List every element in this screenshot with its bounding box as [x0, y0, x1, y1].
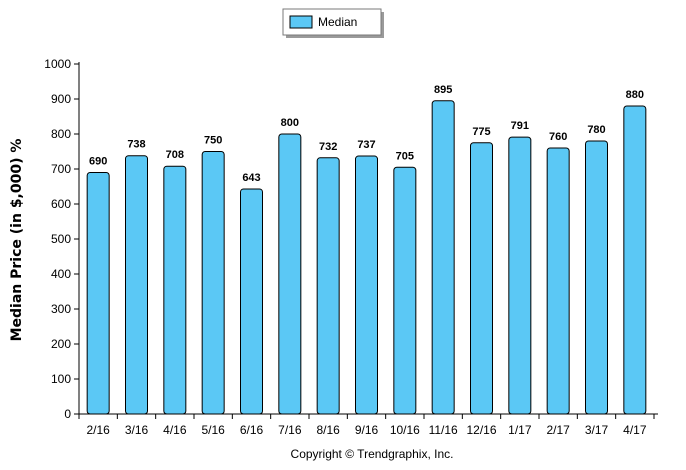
bar: [240, 188, 263, 415]
bar: [278, 133, 302, 415]
bar: [201, 151, 225, 415]
x-tick-label: 4/16: [163, 423, 187, 437]
x-tick-label: 10/16: [390, 423, 420, 437]
data-label: 791: [511, 120, 529, 132]
y-tick-label: 400: [51, 267, 71, 281]
x-tick-label: 8/16: [316, 423, 340, 437]
y-tick-label: 800: [51, 127, 71, 141]
y-tick-label: 0: [64, 407, 71, 421]
x-tick-label: 5/16: [201, 423, 225, 437]
legend: Median: [282, 8, 384, 38]
y-tick-label: 200: [51, 337, 71, 351]
bar: [508, 136, 532, 415]
x-tick-label: 12/16: [466, 423, 496, 437]
data-label: 690: [89, 156, 107, 168]
bar: [86, 172, 110, 415]
bar: [431, 100, 455, 415]
bar: [623, 105, 647, 415]
data-label: 750: [204, 135, 222, 147]
y-tick-label: 300: [51, 302, 71, 316]
y-tick-label: 900: [51, 92, 71, 106]
x-tick-label: 6/16: [240, 423, 264, 437]
data-label: 880: [626, 89, 644, 101]
data-label: 800: [281, 117, 299, 129]
data-label: 895: [434, 84, 452, 96]
data-label: 643: [242, 172, 260, 184]
y-axis-title: Median Price (in $,000) %: [9, 139, 25, 342]
x-tick-label: 3/16: [125, 423, 149, 437]
data-labels: 690 738 708 750 643 800 732 737 705 895 775 791 760 7…: [89, 84, 644, 184]
copyright-footer: Copyright © Trendgraphix, Inc.: [291, 447, 454, 461]
bar: [163, 165, 187, 415]
x-tick-label: 2/17: [546, 423, 570, 437]
data-label: 705: [396, 150, 414, 162]
bar: [125, 155, 148, 415]
x-tick-label: 9/16: [355, 423, 379, 437]
bars: [86, 100, 647, 415]
data-label: 775: [472, 126, 490, 138]
x-tick-label: 11/16: [429, 423, 458, 437]
bar: [470, 142, 493, 415]
bar: [316, 157, 340, 415]
data-label: 760: [549, 131, 567, 143]
x-tick-label: 1/17: [508, 423, 532, 437]
data-label: 780: [587, 124, 605, 136]
y-tick-label: 700: [51, 162, 71, 176]
y-tick-label: 500: [51, 232, 71, 246]
bar: [546, 147, 570, 415]
x-tick-label: 4/17: [623, 423, 647, 437]
data-label: 737: [357, 139, 375, 151]
y-tick-label: 1000: [44, 57, 71, 71]
legend-swatch-median: [289, 15, 313, 29]
y-tick-label: 600: [51, 197, 71, 211]
data-label: 738: [127, 139, 145, 151]
bar: [393, 166, 417, 415]
bar: [585, 140, 608, 415]
axes: 0 100 200 300 400 500 600 700 800 900 1000 2/16 3/16…: [44, 57, 658, 437]
x-tick-label: 3/17: [585, 423, 609, 437]
bar: [355, 155, 378, 415]
x-tick-label: 2/16: [86, 423, 110, 437]
legend-label-median: Median: [318, 15, 357, 29]
x-tick-label: 7/16: [278, 423, 302, 437]
data-label: 732: [319, 141, 337, 153]
y-tick-label: 100: [51, 372, 71, 386]
data-label: 708: [166, 149, 184, 161]
